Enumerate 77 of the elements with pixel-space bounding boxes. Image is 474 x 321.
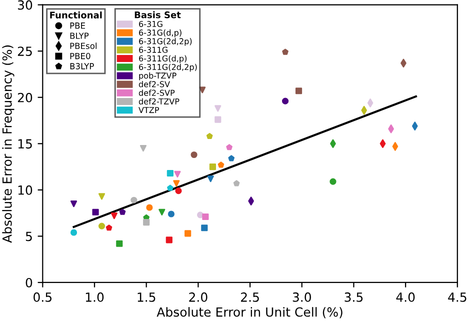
point bbox=[143, 219, 150, 226]
point bbox=[167, 184, 174, 191]
point bbox=[140, 144, 147, 152]
point bbox=[184, 230, 192, 237]
legend-label: PBE0 bbox=[70, 52, 90, 60]
point bbox=[70, 200, 78, 208]
point bbox=[199, 86, 206, 94]
point bbox=[106, 224, 112, 231]
legend-label: 6-31G(d,p) bbox=[139, 29, 182, 38]
legend-label: def2-TZVP bbox=[138, 98, 180, 104]
point bbox=[98, 222, 106, 230]
legend-label: VTZP bbox=[138, 107, 160, 113]
x-tick-label: 1.5 bbox=[138, 292, 156, 302]
x-tick-label: 4.0 bbox=[396, 292, 415, 302]
point bbox=[392, 142, 398, 151]
point bbox=[174, 170, 181, 178]
point bbox=[116, 240, 123, 247]
legend-label: B3LYP bbox=[70, 63, 94, 70]
point bbox=[282, 98, 289, 104]
y-tick-label: 15 bbox=[18, 139, 32, 149]
legend-label: 6-31G(2d,2p) bbox=[139, 38, 192, 46]
y-tick-label: 20 bbox=[18, 92, 32, 102]
point bbox=[282, 48, 288, 55]
point bbox=[175, 188, 182, 194]
x-tick-label: 1.0 bbox=[86, 292, 104, 302]
point bbox=[330, 178, 336, 185]
legend-label: 6-311G bbox=[139, 46, 168, 53]
point bbox=[119, 208, 126, 215]
y-tick-label: 30 bbox=[18, 0, 32, 10]
legend-label: def2-SVP bbox=[138, 90, 175, 96]
x-tick-label: 4.5 bbox=[448, 292, 466, 302]
x-tick-label: 3.5 bbox=[344, 292, 363, 302]
legend-label: PBE bbox=[70, 22, 85, 29]
point bbox=[158, 208, 166, 216]
legend-label: BLYP bbox=[70, 32, 89, 39]
y-tick-label: 10 bbox=[18, 185, 32, 195]
point bbox=[110, 212, 118, 220]
y-axis-title: Absolute Error in Frequency (%) bbox=[2, 45, 14, 243]
legend-label: 6-31G bbox=[139, 20, 162, 28]
point bbox=[98, 193, 106, 200]
x-axis-title: Absolute Error in Unit Cell (%) bbox=[156, 307, 342, 318]
point bbox=[226, 144, 232, 150]
point bbox=[202, 213, 209, 220]
y-tick-label: 0 bbox=[26, 278, 32, 288]
point bbox=[166, 170, 174, 177]
point bbox=[209, 163, 216, 170]
point bbox=[92, 208, 99, 216]
point bbox=[146, 204, 153, 211]
point bbox=[218, 162, 224, 168]
point bbox=[228, 155, 235, 162]
text: Basis Set bbox=[134, 11, 181, 18]
point bbox=[190, 151, 198, 158]
point bbox=[295, 88, 302, 94]
point bbox=[130, 196, 138, 204]
point bbox=[166, 236, 172, 244]
point bbox=[207, 176, 214, 182]
x-tick-label: 2.5 bbox=[241, 292, 259, 302]
text: Functional bbox=[50, 11, 102, 18]
legend-label: pob-TZVP bbox=[139, 72, 176, 80]
point bbox=[214, 116, 222, 123]
legend-label: def2-SV bbox=[138, 81, 170, 88]
point bbox=[233, 180, 240, 186]
point bbox=[201, 224, 208, 232]
legend-label: 6-311G(d,p) bbox=[139, 55, 187, 64]
x-tick-label: 0.5 bbox=[34, 292, 52, 302]
x-tick-label: 2.0 bbox=[189, 292, 208, 302]
point bbox=[173, 180, 180, 187]
point bbox=[367, 98, 374, 108]
y-tick-label: 5 bbox=[26, 232, 32, 242]
point bbox=[206, 132, 213, 140]
point bbox=[214, 105, 222, 112]
point bbox=[168, 210, 175, 218]
legend-label: PBEsol bbox=[70, 42, 96, 50]
legend-label: 6-311G(2d,2p) bbox=[139, 64, 197, 72]
y-tick-label: 25 bbox=[18, 46, 32, 56]
x-tick-label: 3.0 bbox=[292, 292, 311, 302]
point bbox=[70, 229, 78, 236]
